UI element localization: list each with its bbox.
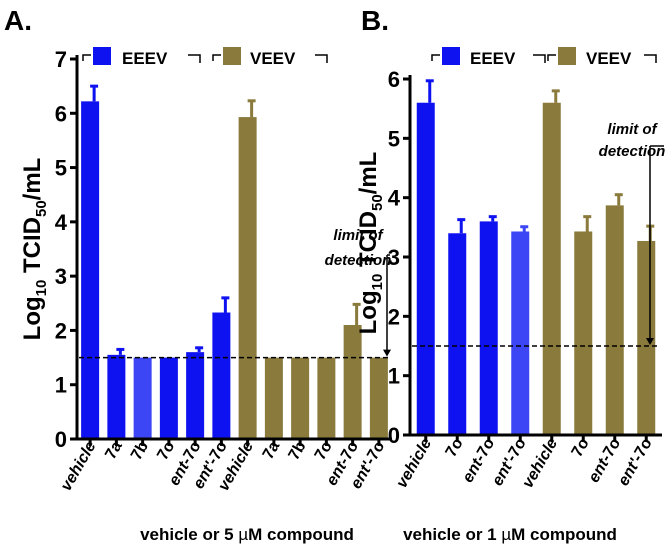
- legend-label: EEEV: [122, 49, 168, 68]
- bar: [448, 233, 467, 435]
- y-tick-label: 6: [55, 101, 67, 126]
- legend-label: EEEV: [470, 49, 516, 68]
- bar: [291, 357, 310, 439]
- y-tick-label: 4: [388, 186, 401, 211]
- y-tick-label: 0: [388, 423, 400, 448]
- y-tick-label: 2: [388, 304, 400, 329]
- legend-bracket-left: [212, 54, 221, 61]
- y-tick-label: 6: [388, 67, 400, 92]
- legend-bracket-right: [315, 54, 328, 63]
- x-tick-label: 7o: [443, 435, 467, 460]
- x-tick-label: 7o: [154, 438, 178, 463]
- legend-swatch: [93, 47, 111, 65]
- legend-label: VEEV: [250, 49, 296, 68]
- x-tick-label: 7o: [569, 435, 593, 460]
- bar: [416, 102, 435, 435]
- y-tick-label: 3: [55, 264, 67, 289]
- bar: [317, 357, 336, 439]
- bar: [238, 117, 257, 439]
- y-axis-label: Log10 TCID50/mL: [19, 158, 50, 341]
- legend-bracket-right: [533, 54, 546, 63]
- x-tick-label: 7o: [312, 438, 336, 463]
- bar: [133, 357, 152, 439]
- bar: [369, 357, 388, 439]
- y-tick-label: 1: [388, 364, 400, 389]
- annotation-text: detection: [599, 143, 666, 160]
- legend-swatch: [442, 47, 460, 65]
- bar: [511, 231, 530, 435]
- bar: [212, 312, 231, 439]
- legend-bracket-right: [644, 54, 657, 63]
- y-tick-label: 1: [55, 373, 67, 398]
- legend-bracket-left: [82, 54, 91, 61]
- x-axis-label: vehicle or 1 µM compound: [403, 525, 617, 544]
- y-tick-label: 5: [388, 126, 400, 151]
- x-tick-label: 7a: [260, 438, 284, 462]
- panel-label: B.: [361, 5, 389, 36]
- x-tick-label: ent-7o: [323, 438, 362, 488]
- annotation-arrowhead: [646, 338, 654, 345]
- annotation-arrowhead: [383, 349, 391, 357]
- legend-bracket-left: [431, 54, 440, 61]
- x-tick-label: 7b: [128, 438, 152, 463]
- legend-swatch: [223, 47, 241, 65]
- y-tick-label: 0: [55, 427, 67, 452]
- x-tick-label: 7a: [102, 438, 126, 462]
- legend-bracket-right: [188, 54, 201, 63]
- bar: [107, 354, 126, 439]
- legend-label: VEEV: [586, 49, 632, 68]
- y-tick-label: 4: [55, 210, 68, 235]
- bar: [574, 231, 593, 435]
- y-tick-label: 2: [55, 318, 67, 343]
- bar: [542, 102, 561, 435]
- annotation-text: limit of: [607, 121, 658, 138]
- annotation-text: limit of: [333, 227, 384, 244]
- y-tick-label: 3: [388, 245, 400, 270]
- y-tick-label: 5: [55, 156, 67, 181]
- legend-bracket-left: [547, 54, 556, 61]
- bar: [81, 101, 100, 439]
- bar: [637, 240, 656, 435]
- panel-label: A.: [4, 5, 32, 36]
- bar: [264, 357, 283, 439]
- bar: [159, 357, 178, 439]
- annotation-text: detection: [325, 252, 392, 269]
- bar: [186, 352, 205, 439]
- x-axis-label: vehicle or 5 µM compound: [140, 525, 354, 544]
- y-axis-label: Log10 TCID50/mL: [355, 152, 386, 335]
- bar: [343, 325, 362, 439]
- legend-swatch: [558, 47, 576, 65]
- y-tick-label: 7: [55, 47, 67, 72]
- bar: [605, 205, 624, 435]
- x-tick-label: 7b: [286, 438, 310, 463]
- bar: [479, 221, 498, 435]
